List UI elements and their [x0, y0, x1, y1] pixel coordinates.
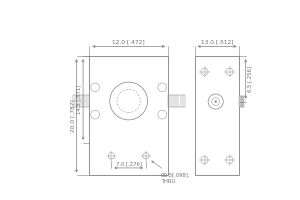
Text: Ø2.5[.098].
THRU.: Ø2.5[.098]. THRU. — [152, 161, 190, 184]
Bar — [89, 56, 168, 175]
Text: 13.0 [.512]: 13.0 [.512] — [201, 40, 233, 45]
Bar — [73, 95, 89, 107]
Text: 7.0 [.276]: 7.0 [.276] — [116, 161, 142, 166]
Bar — [239, 96, 244, 107]
Bar — [168, 95, 185, 107]
Text: 12.0 [.472]: 12.0 [.472] — [112, 40, 145, 45]
Text: 6.5 [.256]: 6.5 [.256] — [247, 66, 252, 92]
Bar — [195, 56, 239, 175]
Text: 14.5 [.571]: 14.5 [.571] — [76, 85, 82, 114]
Circle shape — [215, 101, 217, 103]
Text: 20.0 [.787]: 20.0 [.787] — [70, 99, 75, 132]
